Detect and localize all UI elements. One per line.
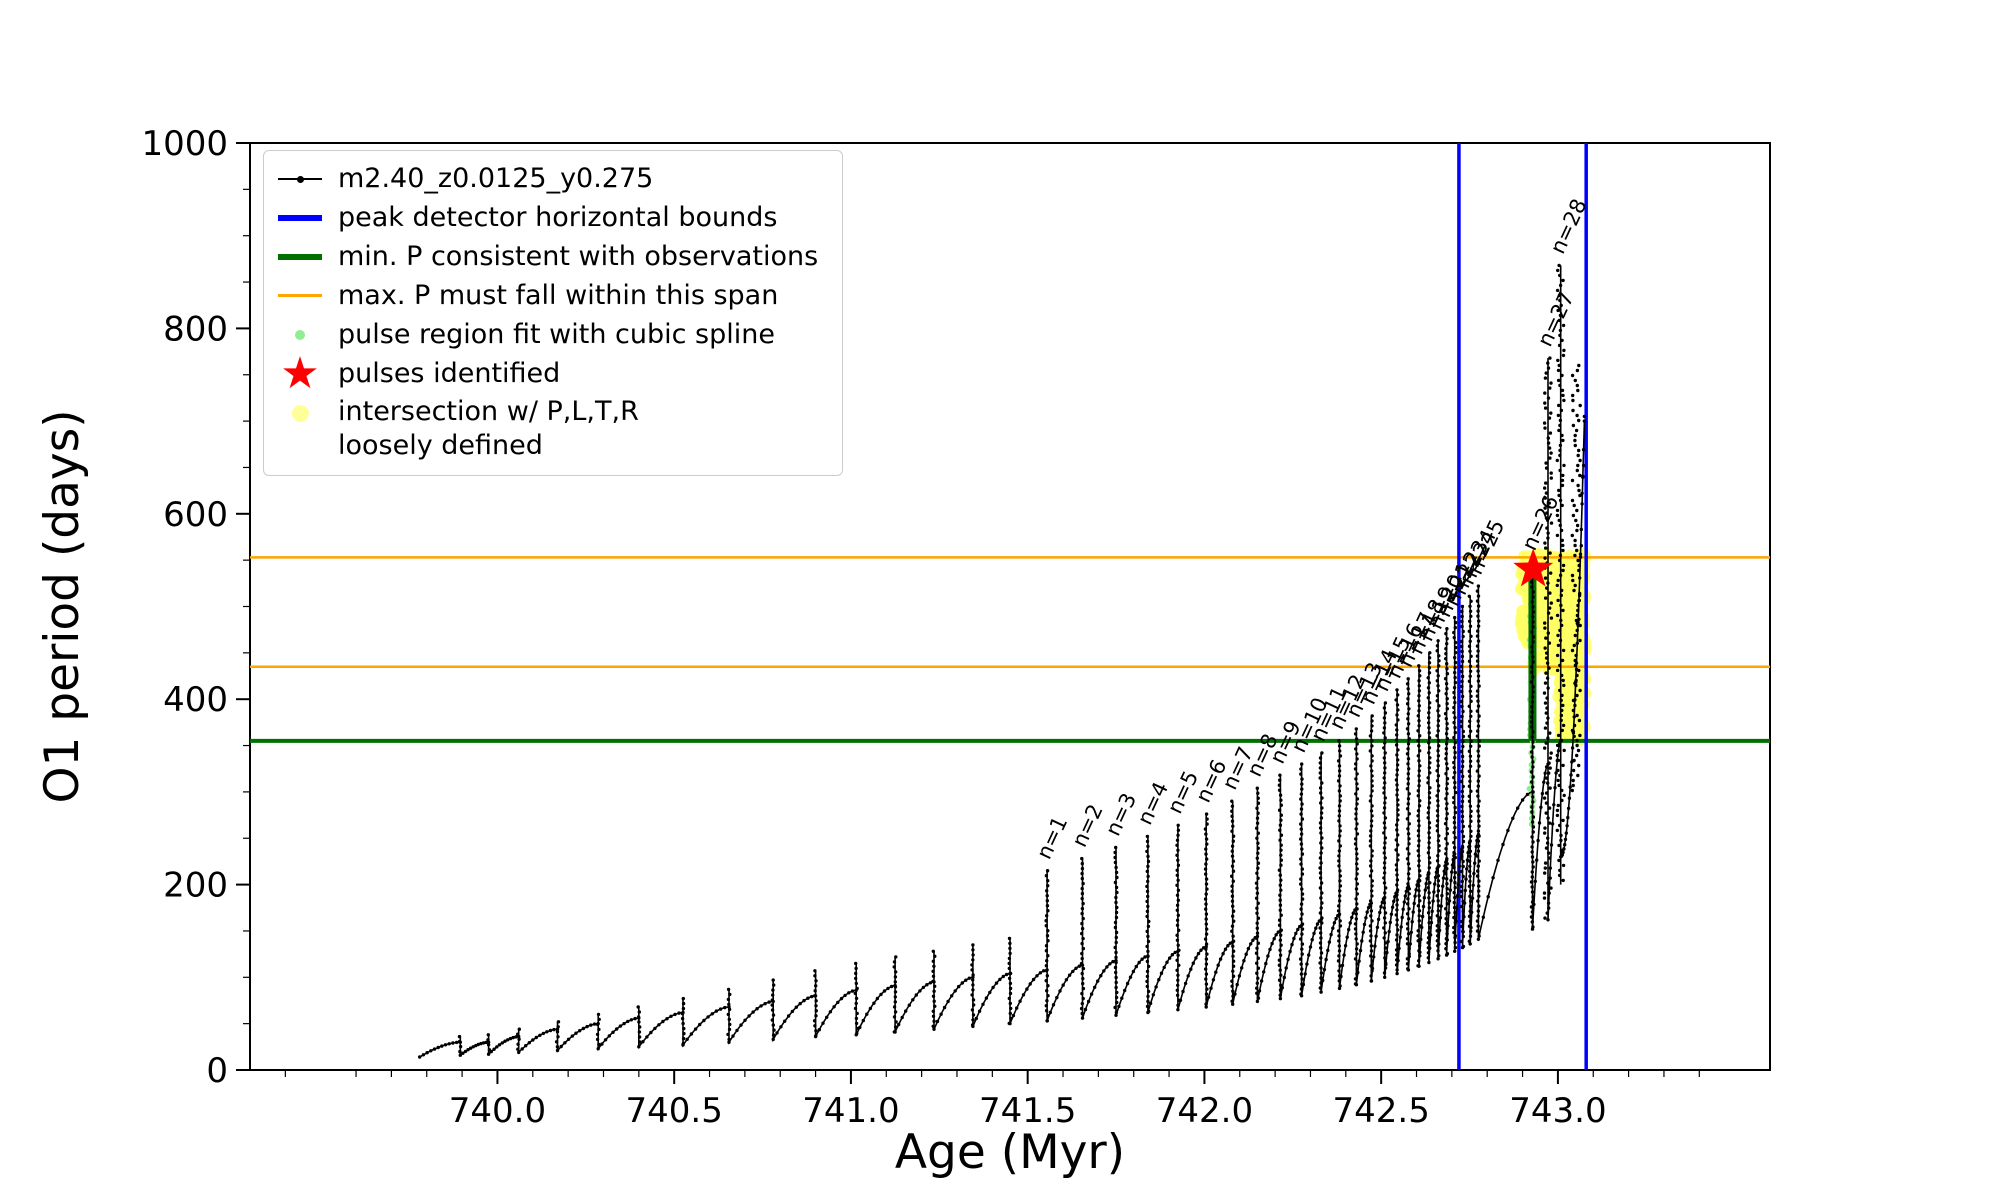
x-tick-label: 743.0: [1509, 1091, 1606, 1131]
pulse-labels: n=1n=2n=3n=4n=5n=6n=7n=8n=9n=10n=11n=12n…: [1032, 195, 1592, 863]
series-line-icon: [276, 161, 324, 197]
y-tick-label: 400: [163, 680, 228, 720]
x-tick-label: 741.5: [979, 1091, 1076, 1131]
legend-item-pulses: pulses identified: [276, 356, 818, 392]
legend-item-min-p: min. P consistent with observations: [276, 239, 818, 275]
legend-label-peak-bounds: peak detector horizontal bounds: [338, 202, 778, 234]
red-star-icon: [276, 356, 324, 392]
x-axis-label: Age (Myr): [895, 1125, 1125, 1180]
legend: m2.40_z0.0125_y0.275 peak detector horiz…: [263, 150, 844, 476]
x-tick-label: 740.5: [626, 1091, 723, 1131]
x-tick-label: 742.0: [1156, 1091, 1253, 1131]
y-tick-label: 600: [163, 495, 228, 535]
axis-ticks: 740.0 740.5 741.0 741.5 742.0 742.5 743.0 0 200 4…: [141, 124, 1700, 1131]
pulse-star-icon: [1513, 548, 1554, 587]
green-line-icon: [276, 239, 324, 275]
y-tick-label: 1000: [141, 124, 228, 164]
y-axis-label: O1 period (days): [35, 409, 90, 803]
blue-line-icon: [276, 200, 324, 236]
pulse-label: n=26: [1517, 492, 1563, 554]
x-tick-label: 742.5: [1332, 1091, 1429, 1131]
legend-label-spline: pulse region fit with cubic spline: [338, 319, 775, 351]
pulse-label: n=27: [1533, 288, 1579, 350]
y-tick-label: 0: [206, 1051, 228, 1091]
y-tick-label: 800: [163, 309, 228, 349]
y-tick-label: 200: [163, 866, 228, 906]
pulse-label: n=1: [1032, 813, 1072, 863]
legend-item-series: m2.40_z0.0125_y0.275: [276, 161, 818, 197]
legend-label-intersection: intersection w/ P,L,T,R loosely defined: [338, 396, 639, 461]
orange-line-icon: [276, 278, 324, 314]
legend-label-max-p: max. P must fall within this span: [338, 280, 779, 312]
x-tick-label: 741.0: [802, 1091, 899, 1131]
legend-item-spline: pulse region fit with cubic spline: [276, 317, 818, 353]
legend-item-max-p: max. P must fall within this span: [276, 278, 818, 314]
legend-item-intersection: intersection w/ P,L,T,R loosely defined: [276, 395, 818, 463]
legend-label-series: m2.40_z0.0125_y0.275: [338, 163, 654, 195]
yellow-dot-icon: [276, 395, 324, 431]
legend-item-peak-bounds: peak detector horizontal bounds: [276, 200, 818, 236]
legend-label-min-p: min. P consistent with observations: [338, 241, 819, 273]
main-series: [418, 263, 1587, 1059]
legend-label-pulses: pulses identified: [338, 358, 561, 390]
x-tick-label: 740.0: [449, 1091, 546, 1131]
